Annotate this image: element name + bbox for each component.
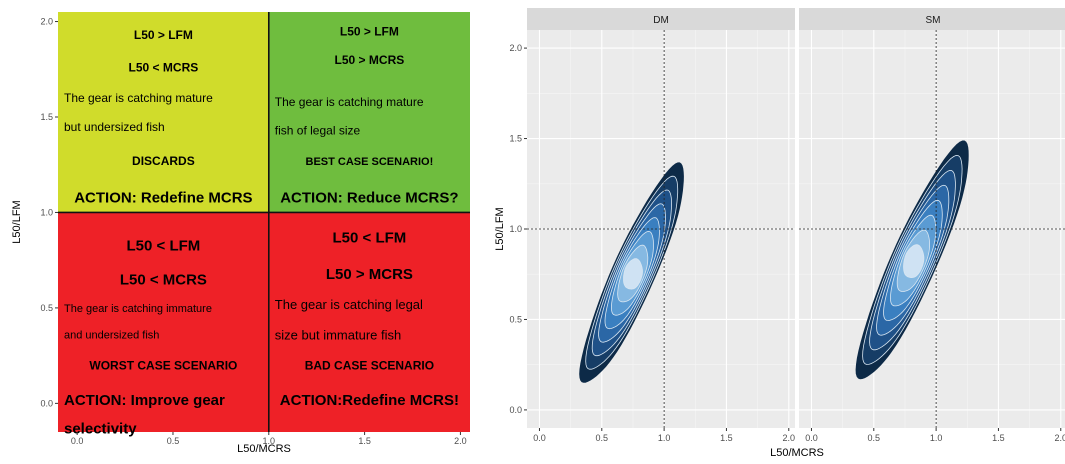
x-axis-title: L50/MCRS [770,447,824,459]
quadrant-text: The gear is catching mature [64,91,213,105]
y-tick-label: 1.5 [40,112,53,122]
quadrant-text: ACTION: Reduce MCRS? [280,190,458,207]
facet-panel-dm: DM 0.0 0.5 1.0 1.5 2.0 0.0 0.5 1.0 1.5 2.0 [509,8,795,443]
y-axis-title: L50/LFM [494,207,506,250]
y-tick-label: 0.5 [509,314,522,324]
x-tick-label: 0.0 [805,433,818,443]
y-tick-label: 0.0 [40,398,53,408]
facet-strip-label: DM [653,15,669,26]
quadrant-text: ACTION:Redefine MCRS! [280,392,459,409]
quadrant-text: L50 < MCRS [120,272,207,289]
x-tick-label: 0.5 [868,433,881,443]
quadrant-top-left [58,12,269,213]
x-tick-label: 1.0 [658,433,671,443]
x-tick-label: 1.5 [992,433,1005,443]
facet-strip-label: SM [926,15,941,26]
quadrant-text: WORST CASE SCENARIO [89,359,237,373]
x-axis-title: L50/MCRS [237,443,291,455]
quadrant-text: ACTION: Improve gear [64,392,225,409]
x-tick-label: 1.5 [720,433,733,443]
y-tick-label: 1.0 [40,207,53,217]
quadrant-text: L50 > LFM [340,24,399,38]
quadrant-text: BEST CASE SCENARIO! [306,156,434,168]
quadrant-top-right [268,12,470,213]
y-tick-label: 1.5 [509,134,522,144]
y-tick-label: 2.0 [40,17,53,27]
quadrant-text: L50 > MCRS [326,266,413,283]
x-tick-label: 0.5 [167,436,180,446]
quadrant-tick-layer: 0.0 0.5 1.0 1.5 2.0 0.0 0.5 1.0 1.5 2.0 [40,17,466,446]
x-tick-label: 2.0 [783,433,796,443]
facet-panel-sm: SM 0.0 0.5 1.0 1.5 2.0 [799,8,1065,443]
x-tick-label: 2.0 [1055,433,1065,443]
quadrant-text: L50 < LFM [333,230,407,247]
quadrant-text: and undersized fish [64,330,159,342]
y-tick-label: 0.5 [40,303,53,313]
quadrant-text: The gear is catching mature [275,95,424,109]
quadrant-text: size but immature fish [275,327,401,342]
quadrant-text: L50 > MCRS [335,53,405,67]
quadrant-text: DISCARDS [132,154,195,168]
quadrant-text: The gear is catching immature [64,303,212,315]
y-tick-label: 1.0 [509,224,522,234]
quadrant-bottom-left [58,212,269,432]
quadrant-text: BAD CASE SCENARIO [305,359,434,373]
quadrant-text: L50 > LFM [134,28,193,42]
facet-strip [799,8,1065,30]
density-contour [623,258,643,290]
quadrant-text: but undersized fish [64,120,165,134]
facet-strip [527,8,795,30]
x-tick-label: 1.5 [358,436,371,446]
density-chart: DM 0.0 0.5 1.0 1.5 2.0 0.0 0.5 1.0 1.5 2.0 SM 0.0 0.5… [494,8,1065,459]
x-tick-label: 2.0 [454,436,467,446]
x-tick-label: 1.0 [930,433,943,443]
y-axis-title: L50/LFM [11,200,23,243]
quadrant-chart: L50 > LFM L50 < MCRS The gear is catching … [11,12,470,455]
facet-panels: DM 0.0 0.5 1.0 1.5 2.0 0.0 0.5 1.0 1.5 2.0 SM 0.0 0.5… [509,8,1065,443]
quadrant-layer [58,12,470,432]
x-tick-label: 1.0 [263,436,276,446]
quadrant-text-layer: L50 > LFM L50 < MCRS The gear is catching … [64,24,459,437]
quadrant-text: The gear is catching legal [275,297,423,312]
quadrant-bottom-right [268,212,470,432]
x-tick-label: 0.5 [596,433,609,443]
quadrant-text: selectivity [64,421,137,438]
x-tick-label: 0.0 [533,433,546,443]
quadrant-text: L50 < MCRS [129,61,199,75]
quadrant-text: ACTION: Redefine MCRS [74,190,252,207]
y-tick-label: 0.0 [509,405,522,415]
quadrant-text: fish of legal size [275,124,361,138]
x-tick-label: 0.0 [71,436,84,446]
quadrant-text: L50 < LFM [127,237,201,254]
density-contour [903,244,925,279]
y-tick-label: 2.0 [509,43,522,53]
